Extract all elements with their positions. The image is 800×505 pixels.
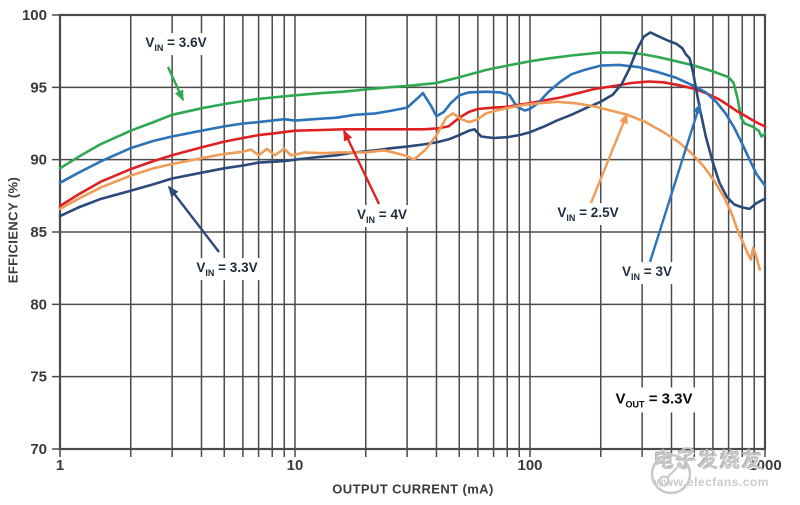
plot-border: [58, 13, 767, 451]
y-tick-80: 80: [30, 296, 47, 313]
x-tick-1: 1: [56, 457, 64, 474]
annotation-vin-3.3v: VIN = 3.3V: [189, 258, 265, 280]
annotation-vin-2.5v: VIN = 2.5V: [550, 203, 626, 225]
y-tick-100: 100: [22, 7, 47, 24]
x-tick-100: 100: [517, 457, 542, 474]
x-tick-10: 10: [287, 457, 304, 474]
annotation-arrow-vin4: [342, 129, 381, 205]
y-tick-90: 90: [30, 152, 47, 169]
y-tick-85: 85: [30, 224, 47, 241]
series-curve-vin-3v: [58, 63, 767, 187]
y-tick-95: 95: [30, 79, 47, 96]
annotation-vout-3.3v: VOUT = 3.3V: [606, 387, 702, 413]
annotation-arrow-vin33: [168, 185, 220, 253]
series-curve-vin-2.5v: [58, 100, 762, 271]
annotation-vin-4v: VIN = 4V: [350, 205, 414, 227]
annotation-arrow-vin36: [166, 66, 185, 102]
elecfans-watermark: 电子发烧友 www.elecfans.com: [648, 444, 769, 495]
x-tick-1000: 1000: [748, 457, 781, 474]
series-curve-vin-3.3v: [58, 31, 767, 218]
y-tick-70: 70: [30, 441, 47, 458]
series-curve-vin-3.6v: [58, 51, 767, 170]
watermark-site-url: www.elecfans.com: [654, 475, 769, 489]
elecfans-logo-icon: [650, 446, 695, 495]
annotation-arrow-vin3: [648, 102, 702, 263]
annotation-arrow-vin25: [589, 112, 629, 204]
series-curve-vin-4v: [58, 80, 767, 208]
tick-labels: 100 95 90 85 80 75 70 1 10 100 1000: [22, 7, 782, 474]
annotation-vin-3.6v: VIN = 3.6V: [138, 33, 214, 55]
annotation-vin-3v: VIN = 3V: [615, 262, 679, 284]
y-tick-75: 75: [30, 369, 47, 386]
y-axis-title: EFFICIENCY (%): [5, 176, 21, 284]
x-axis-title: OUTPUT CURRENT (mA): [332, 481, 494, 497]
